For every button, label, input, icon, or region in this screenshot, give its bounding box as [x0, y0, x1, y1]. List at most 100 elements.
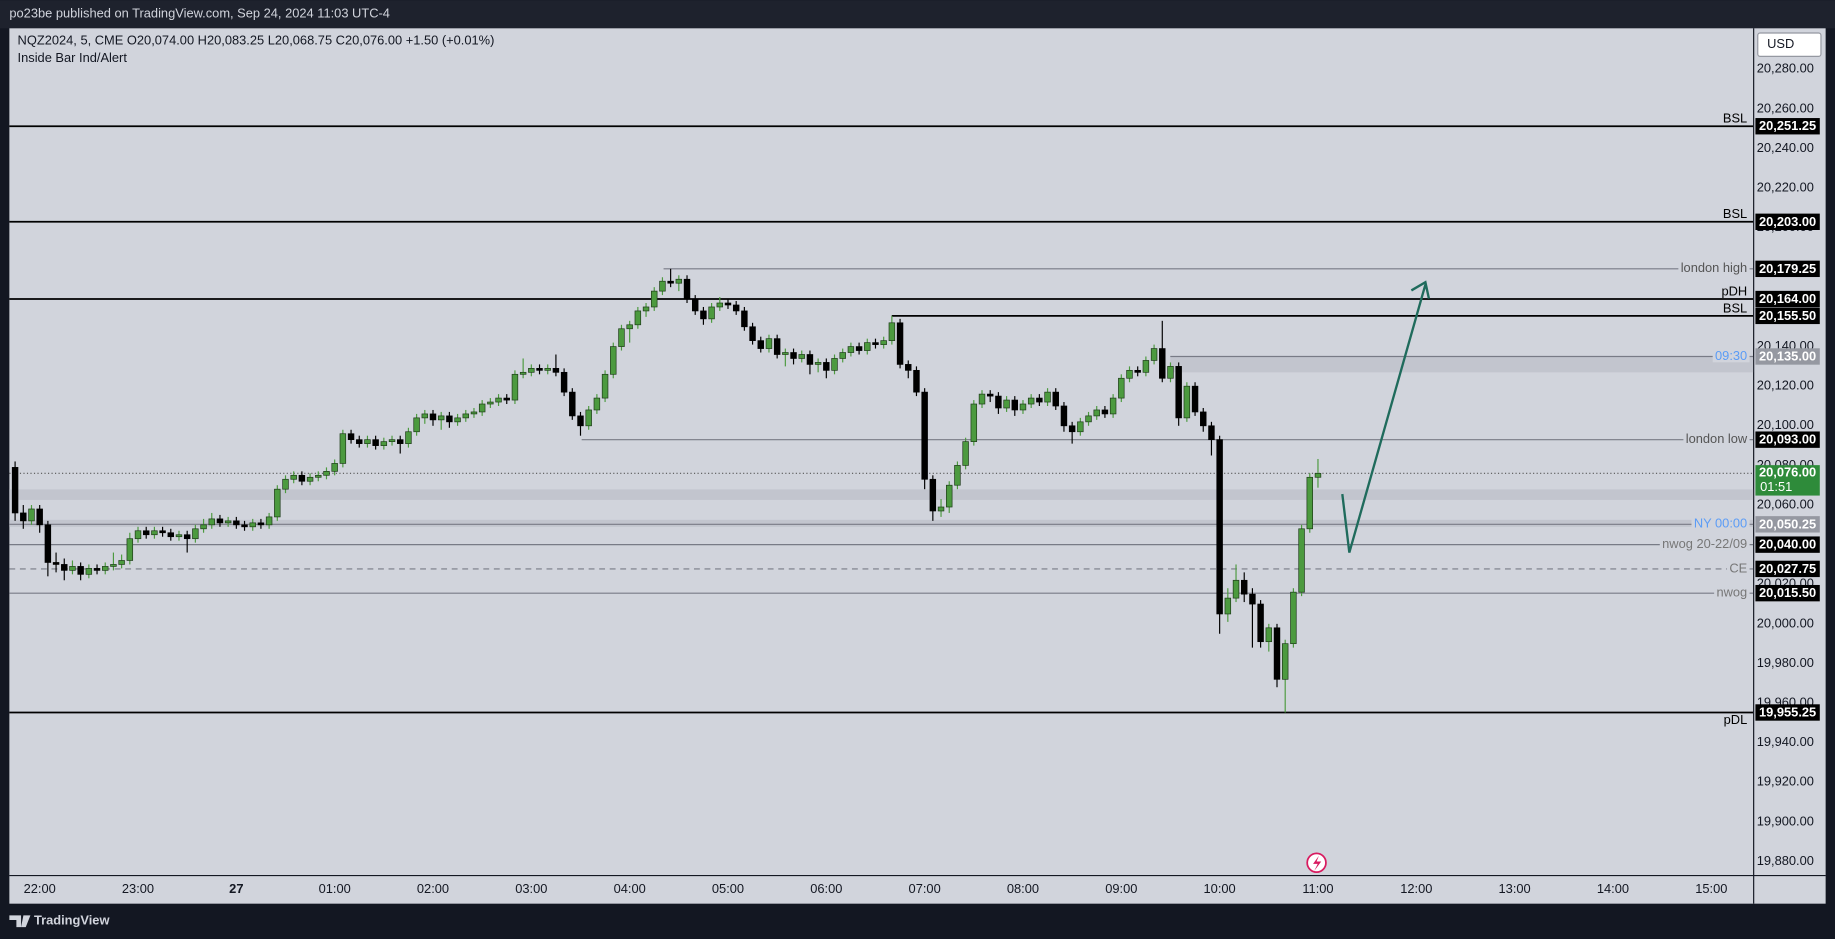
level-label: pDH	[1721, 283, 1747, 298]
candle-body	[421, 413, 429, 419]
candle-body	[1249, 593, 1256, 605]
candle-body	[315, 474, 322, 478]
candle-body	[1011, 399, 1019, 411]
y-tick-label: 20,260.00	[1757, 100, 1814, 115]
candle-body	[691, 298, 699, 312]
level-label-bg	[1691, 518, 1750, 531]
candle-body	[224, 520, 232, 524]
candle-body	[1208, 425, 1215, 441]
price-badge	[1755, 536, 1820, 553]
candle-body	[1273, 627, 1281, 680]
candle-body	[11, 467, 19, 514]
candle-body	[978, 393, 986, 405]
candle-body	[151, 530, 158, 536]
candle-body	[1257, 603, 1264, 643]
candle-body	[847, 346, 855, 353]
candle-body	[880, 340, 887, 345]
candle-body	[1142, 360, 1150, 373]
candle-body	[708, 306, 715, 320]
candle-body	[1052, 391, 1059, 407]
candle-body	[1118, 377, 1125, 399]
level-label: nwog 20-22/09	[1662, 536, 1747, 551]
levels: BSL BSL london high pDH BSL 09:30 london low NY…	[9, 111, 1754, 727]
candle-body	[142, 530, 150, 536]
candle-body	[274, 488, 281, 518]
x-tick-label: 04:00	[614, 881, 646, 896]
candle-body	[519, 371, 527, 375]
price-badge-label: 20,015.50	[1759, 585, 1816, 600]
level-label: london high	[1681, 260, 1748, 275]
axes: 20,280.00 20,260.00 20,240.00 20,220.00 20,2…	[24, 61, 1814, 896]
x-tick-label: 05:00	[712, 881, 744, 896]
candle-body	[716, 302, 724, 308]
candle-body	[1281, 643, 1289, 680]
zone	[9, 519, 1754, 527]
x-tick-label: 08:00	[1007, 881, 1039, 896]
candle-body	[323, 471, 330, 476]
candle-body	[765, 338, 773, 349]
candle-body	[1159, 348, 1166, 379]
candle-body	[44, 524, 52, 563]
candle-body	[257, 522, 265, 526]
candle-body	[1224, 597, 1232, 615]
price-badge	[1755, 431, 1820, 448]
x-tick-label: 11:00	[1302, 881, 1333, 896]
symbol-legend: NQZ2024, 5, CME O20,074.00 H20,083.25 L2…	[18, 33, 495, 48]
candle-body	[487, 401, 494, 405]
y-tick-label: 19,920.00	[1757, 774, 1814, 789]
price-badge-label: 20,093.00	[1759, 432, 1816, 447]
candle-body	[331, 463, 338, 472]
candle-body	[69, 566, 76, 571]
candle-body	[478, 403, 486, 413]
candle-body	[298, 474, 306, 482]
candle-body	[560, 371, 568, 393]
x-tick-label: 07:00	[909, 881, 941, 896]
candle-body	[1134, 369, 1141, 373]
price-axis	[1753, 28, 1826, 876]
candle-body	[773, 338, 781, 355]
candle-body	[200, 524, 207, 530]
candle-body	[192, 528, 199, 540]
candle-body	[118, 560, 125, 565]
candle-body	[814, 362, 822, 365]
level-label-bg	[1678, 262, 1750, 275]
price-badge-label: 20,179.25	[1759, 261, 1816, 276]
price-badge	[1755, 704, 1820, 721]
candle-body	[618, 328, 625, 347]
candle-body	[683, 278, 691, 300]
candle-body	[405, 431, 412, 444]
candle-body	[732, 304, 740, 312]
candle-body	[806, 354, 814, 365]
candle-body	[1241, 579, 1248, 595]
level-label: pDL	[1724, 712, 1748, 727]
arrow-drawing	[1341, 284, 1427, 553]
candle-body	[757, 340, 764, 349]
candle-body	[970, 403, 978, 442]
candle-body	[306, 476, 314, 482]
candle-body	[1216, 439, 1223, 615]
level-label: BSL	[1723, 206, 1747, 221]
candle-body	[905, 364, 912, 371]
candle-body	[552, 368, 560, 373]
candle-body	[1027, 397, 1035, 405]
candle-body	[626, 324, 633, 330]
candle-body	[593, 397, 601, 411]
x-tick-label: 27	[229, 881, 243, 896]
price-badge	[1755, 348, 1820, 365]
candle-body	[1109, 397, 1117, 415]
candle-body	[1101, 409, 1109, 415]
price-badge-label: 20,203.00	[1759, 214, 1816, 229]
candle-body	[741, 310, 748, 328]
candle-body	[233, 520, 240, 526]
candle-body	[642, 306, 650, 312]
price-badge	[1755, 118, 1820, 135]
candle-body	[347, 433, 355, 441]
candle-body	[798, 354, 805, 359]
candle-body	[183, 534, 191, 540]
candle-body	[380, 441, 388, 446]
price-badge-label: 20,164.00	[1759, 291, 1816, 306]
level-label-bg	[1683, 433, 1750, 446]
candle-body	[855, 346, 863, 351]
currency-box[interactable]	[1757, 32, 1822, 57]
